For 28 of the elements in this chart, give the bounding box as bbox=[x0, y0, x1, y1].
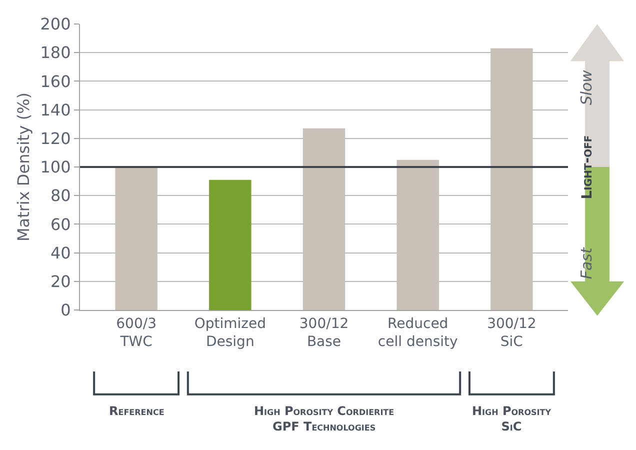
text: Reference bbox=[109, 404, 164, 418]
y-tick-label: 60 bbox=[50, 214, 71, 234]
bar bbox=[115, 167, 158, 310]
y-tick-label: 140 bbox=[40, 100, 71, 120]
bar bbox=[209, 180, 252, 310]
bar bbox=[396, 160, 439, 310]
y-tick-label: 120 bbox=[40, 129, 71, 148]
text: High Porosity SiC bbox=[472, 404, 552, 434]
y-tick-label: 0 bbox=[60, 300, 71, 320]
x-tick-label: Reduced cell density bbox=[378, 316, 458, 350]
bar bbox=[302, 128, 346, 310]
x-tick-label: 600/3 TWC bbox=[116, 316, 156, 350]
x-tick-label: Optimized Design bbox=[194, 316, 266, 350]
y-tick-label: 200 bbox=[40, 14, 71, 34]
text: Slow bbox=[577, 69, 596, 106]
y-tick-label: 20 bbox=[50, 272, 71, 291]
x-tick-label: 300/12 SiC bbox=[487, 316, 536, 350]
y-tick-label: 80 bbox=[50, 186, 71, 206]
text: High Porosity Cordierite GPF Technologies bbox=[254, 404, 394, 434]
y-tick-label: 40 bbox=[50, 243, 71, 262]
text: Fast bbox=[577, 246, 596, 280]
bar bbox=[490, 48, 533, 310]
y-tick-label: 160 bbox=[40, 72, 71, 91]
y-tick-label: 180 bbox=[40, 43, 71, 62]
x-tick-label: 300/12 Base bbox=[299, 316, 349, 350]
y-tick-label: 100 bbox=[40, 158, 71, 177]
text: Light-off bbox=[579, 135, 596, 200]
y-axis-title: Matrix Density (%) bbox=[14, 92, 34, 242]
